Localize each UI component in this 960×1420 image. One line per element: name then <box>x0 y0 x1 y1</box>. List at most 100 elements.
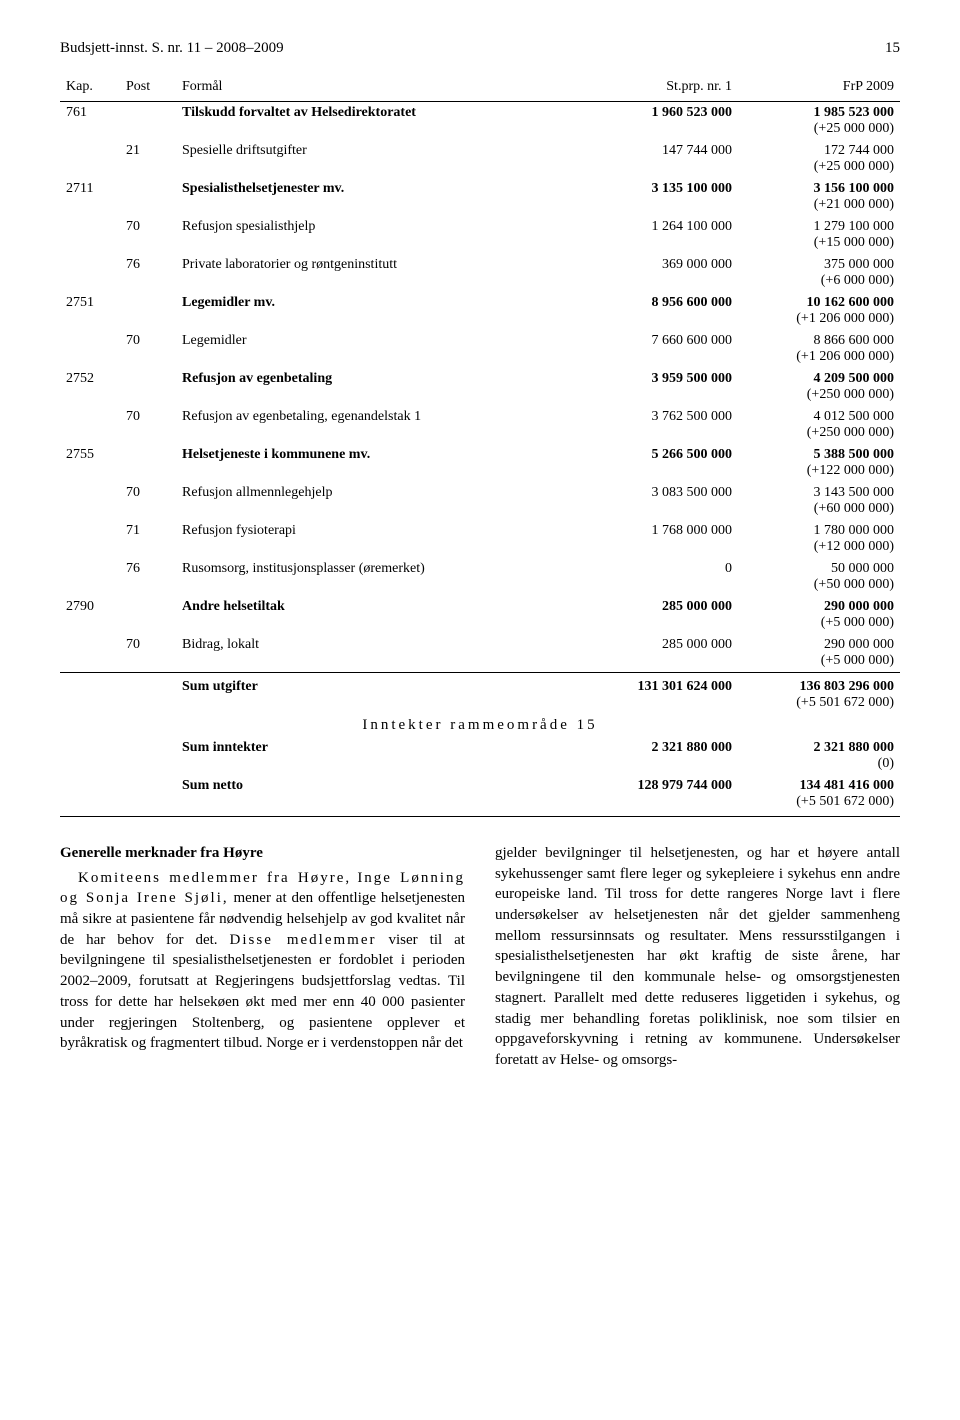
committee-members-phrase: Komiteens medlemmer fra Høyre, <box>78 870 351 886</box>
left-heading: Generelle merknader fra Høyre <box>60 843 465 864</box>
label-cell: Sum inntekter <box>176 737 586 775</box>
post-cell <box>120 673 176 715</box>
col-val1: St.prp. nr. 1 <box>586 75 738 102</box>
table-row: 2755 Helsetjeneste i kommunene mv.5 266 5… <box>60 444 900 482</box>
table-row: 76Private laboratorier og røntgeninstitu… <box>60 254 900 292</box>
post-cell: 70 <box>120 482 176 520</box>
value-cell: 147 744 000 <box>586 140 738 178</box>
value-cell: 3 959 500 000 <box>586 368 738 406</box>
value-cell: 3 143 500 000(+60 000 000) <box>738 482 900 520</box>
value-cell: 5 388 500 000(+122 000 000) <box>738 444 900 482</box>
kap-cell <box>60 216 120 254</box>
col-post: Post <box>120 75 176 102</box>
value-cell: 50 000 000(+50 000 000) <box>738 558 900 596</box>
post-cell <box>120 775 176 817</box>
kap-cell: 2755 <box>60 444 120 482</box>
kap-cell <box>60 520 120 558</box>
value-cell: 0 <box>586 558 738 596</box>
section-heading: Inntekter rammeområde 15 <box>60 714 900 737</box>
value-cell: 369 000 000 <box>586 254 738 292</box>
value-cell: 2 321 880 000 <box>586 737 738 775</box>
post-cell: 76 <box>120 558 176 596</box>
table-row: Sum netto128 979 744 000134 481 416 000(… <box>60 775 900 817</box>
value-cell: 134 481 416 000(+5 501 672 000) <box>738 775 900 817</box>
table-row: 2752 Refusjon av egenbetaling3 959 500 00… <box>60 368 900 406</box>
section-heading-row: Inntekter rammeområde 15 <box>60 714 900 737</box>
label-cell: Refusjon fysioterapi <box>176 520 586 558</box>
label-cell: Tilskudd forvaltet av Helsedirektoratet <box>176 102 586 141</box>
value-cell: 131 301 624 000 <box>586 673 738 715</box>
label-cell: Legemidler <box>176 330 586 368</box>
value-cell: 10 162 600 000(+1 206 000 000) <box>738 292 900 330</box>
table-header-row: Kap. Post Formål St.prp. nr. 1 FrP 2009 <box>60 75 900 102</box>
post-cell: 70 <box>120 634 176 673</box>
body-columns: Generelle merknader fra Høyre Komiteens … <box>60 843 900 1071</box>
table-row: 761 Tilskudd forvaltet av Helsedirektorat… <box>60 102 900 141</box>
value-cell: 2 321 880 000(0) <box>738 737 900 775</box>
kap-cell: 2790 <box>60 596 120 634</box>
value-cell: 290 000 000(+5 000 000) <box>738 596 900 634</box>
kap-cell <box>60 558 120 596</box>
post-cell <box>120 444 176 482</box>
value-cell: 8 956 600 000 <box>586 292 738 330</box>
value-cell: 4 209 500 000(+250 000 000) <box>738 368 900 406</box>
budget-table: Kap. Post Formål St.prp. nr. 1 FrP 2009 … <box>60 75 900 817</box>
value-cell: 1 780 000 000(+12 000 000) <box>738 520 900 558</box>
value-cell: 5 266 500 000 <box>586 444 738 482</box>
table-row: 2751Legemidler mv.8 956 600 00010 162 60… <box>60 292 900 330</box>
post-cell: 70 <box>120 330 176 368</box>
value-cell: 1 960 523 000 <box>586 102 738 141</box>
kap-cell: 761 <box>60 102 120 141</box>
value-cell: 285 000 000 <box>586 634 738 673</box>
value-cell: 136 803 296 000(+5 501 672 000) <box>738 673 900 715</box>
value-cell: 1 264 100 000 <box>586 216 738 254</box>
label-cell: Refusjon av egenbetaling, egenandelstak … <box>176 406 586 444</box>
table-row: 70Bidrag, lokalt285 000 000290 000 000(+… <box>60 634 900 673</box>
post-cell <box>120 178 176 216</box>
right-paragraph: gjelder bevilgninger til helsetjenesten,… <box>495 843 900 1071</box>
label-cell: Refusjon av egenbetaling <box>176 368 586 406</box>
kap-cell <box>60 673 120 715</box>
right-column: gjelder bevilgninger til helsetjenesten,… <box>495 843 900 1071</box>
value-cell: 1 768 000 000 <box>586 520 738 558</box>
post-cell <box>120 737 176 775</box>
value-cell: 375 000 000(+6 000 000) <box>738 254 900 292</box>
label-cell: Spesialisthelsetjenester mv. <box>176 178 586 216</box>
table-row: Sum inntekter2 321 880 0002 321 880 000(… <box>60 737 900 775</box>
value-cell: 290 000 000(+5 000 000) <box>738 634 900 673</box>
kap-cell <box>60 330 120 368</box>
value-cell: 3 762 500 000 <box>586 406 738 444</box>
kap-cell <box>60 140 120 178</box>
table-row: 21Spesielle driftsutgifter147 744 000172… <box>60 140 900 178</box>
label-cell: Private laboratorier og røntgeninstitutt <box>176 254 586 292</box>
value-cell: 128 979 744 000 <box>586 775 738 817</box>
kap-cell <box>60 634 120 673</box>
kap-cell: 2751 <box>60 292 120 330</box>
left-paragraph: Komiteens medlemmer fra Høyre, Inge Lønn… <box>60 868 465 1054</box>
post-cell: 76 <box>120 254 176 292</box>
left-column: Generelle merknader fra Høyre Komiteens … <box>60 843 465 1071</box>
table-row: 71Refusjon fysioterapi1 768 000 0001 780… <box>60 520 900 558</box>
value-cell: 3 083 500 000 <box>586 482 738 520</box>
label-cell: Refusjon spesialisthjelp <box>176 216 586 254</box>
value-cell: 4 012 500 000(+250 000 000) <box>738 406 900 444</box>
label-cell: Spesielle driftsutgifter <box>176 140 586 178</box>
kap-cell <box>60 482 120 520</box>
table-row: 2790Andre helsetiltak285 000 000290 000 … <box>60 596 900 634</box>
label-cell: Sum netto <box>176 775 586 817</box>
post-cell <box>120 596 176 634</box>
table-row: Sum utgifter131 301 624 000136 803 296 0… <box>60 673 900 715</box>
table-row: 70Refusjon allmennlegehjelp3 083 500 000… <box>60 482 900 520</box>
label-cell: Helsetjeneste i kommunene mv. <box>176 444 586 482</box>
post-cell <box>120 292 176 330</box>
page: Budsjett-innst. S. nr. 11 – 2008–2009 15… <box>0 0 960 1111</box>
page-number: 15 <box>885 40 900 57</box>
label-cell: Refusjon allmennlegehjelp <box>176 482 586 520</box>
post-cell: 70 <box>120 216 176 254</box>
kap-cell <box>60 737 120 775</box>
kap-cell: 2752 <box>60 368 120 406</box>
col-label: Formål <box>176 75 586 102</box>
left-text-2: viser til at bevilgningene til spesialis… <box>60 932 465 1051</box>
kap-cell <box>60 254 120 292</box>
col-kap: Kap. <box>60 75 120 102</box>
